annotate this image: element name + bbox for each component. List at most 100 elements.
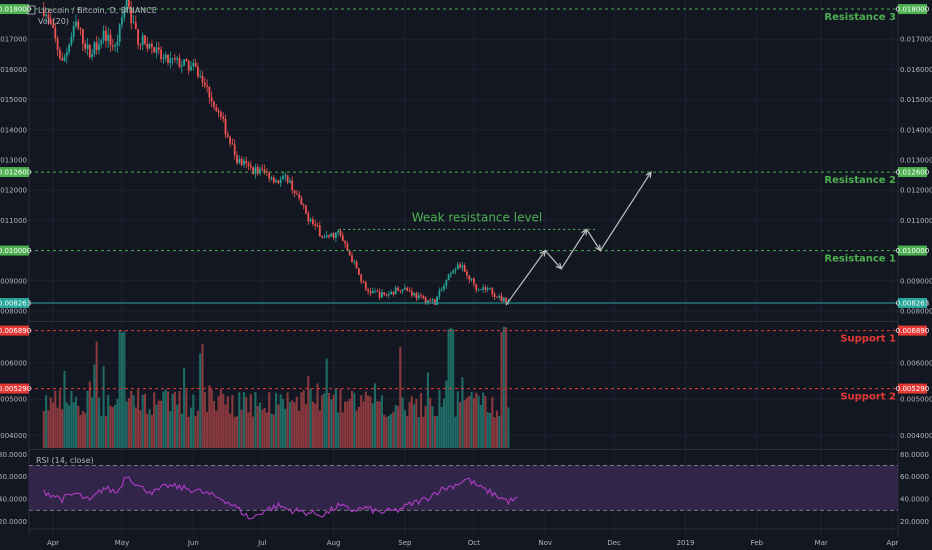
projection-arrowhead: [555, 262, 563, 270]
candle-body: [362, 281, 365, 283]
volume-bar: [373, 383, 377, 448]
candle-body: [300, 197, 303, 205]
volume-bar: [116, 398, 119, 448]
candle-body: [330, 233, 333, 237]
candle-body: [344, 241, 346, 244]
candle-body: [387, 294, 390, 296]
volume-bar: [72, 402, 75, 448]
price-tag-text: 0.005290: [896, 385, 929, 393]
volume-bar: [139, 410, 142, 448]
volume-bar: [288, 401, 291, 448]
candle-body: [289, 180, 291, 183]
candle-body: [254, 167, 257, 174]
volume-bar: [498, 416, 501, 448]
y-axis-label-right: 0.008000: [900, 307, 932, 315]
volume-bar: [436, 415, 439, 448]
volume-bar: [302, 390, 305, 448]
candle-body: [429, 300, 432, 302]
candle-body: [309, 219, 312, 222]
volume-bar: [247, 412, 250, 448]
y-axis-label-right: 0.005000: [900, 396, 932, 404]
candle-body: [52, 24, 54, 28]
x-axis-label: Sep: [398, 539, 412, 547]
y-axis-label-left: 0.006000: [0, 359, 27, 367]
candle-body: [390, 291, 392, 295]
candle-body: [123, 9, 126, 18]
volume-bar: [484, 396, 487, 448]
candle-body: [59, 49, 61, 59]
volume-bar: [318, 410, 321, 448]
candle-body: [353, 261, 356, 263]
volume-bar: [81, 410, 84, 448]
candle-body: [470, 278, 473, 280]
projection-arrowhead: [645, 170, 652, 179]
candle-body: [364, 282, 367, 290]
candle-body: [284, 175, 287, 177]
x-axis-label: Dec: [607, 539, 621, 547]
volume-bar: [70, 390, 73, 448]
volume-bar: [265, 412, 268, 448]
candle-body: [217, 110, 220, 113]
candle-body: [249, 165, 252, 168]
volume-bar: [367, 395, 370, 448]
candle-body: [305, 205, 307, 214]
volume-bar: [403, 410, 406, 448]
volume-bar: [298, 410, 301, 448]
volume-bar: [344, 401, 347, 448]
volume-bar: [268, 391, 271, 448]
candle-body: [197, 66, 199, 77]
candle-body: [65, 52, 68, 57]
candle-body: [224, 118, 227, 135]
volume-bar: [413, 404, 416, 448]
volume-bar: [371, 403, 374, 448]
volume-bar: [215, 410, 218, 448]
volume-bar: [316, 383, 319, 448]
candle-body: [206, 85, 208, 87]
candle-body: [54, 27, 57, 39]
candle-body: [367, 289, 369, 292]
candlesticks: [42, 0, 510, 306]
volume-bar: [286, 392, 289, 448]
y-axis-label-right: 40.0000: [900, 496, 929, 504]
candle-body: [128, 0, 130, 8]
candle-body: [178, 58, 181, 67]
volume-bar: [408, 402, 411, 448]
candle-body: [302, 204, 305, 206]
price-tag: [0, 167, 29, 178]
candle-body: [378, 291, 381, 298]
volume-bar: [134, 407, 137, 448]
volume-bar: [341, 412, 344, 448]
candle-body: [95, 42, 98, 51]
volume-bar: [261, 409, 264, 448]
candle-body: [240, 158, 243, 165]
candle-body: [98, 44, 100, 51]
candle-body: [185, 59, 188, 61]
candle-body: [171, 58, 174, 59]
x-axis-label: Apr: [47, 539, 59, 547]
volume-bar: [54, 390, 57, 448]
candle-body: [295, 193, 298, 195]
candle-body: [282, 176, 284, 180]
candle-body: [348, 250, 351, 256]
y-axis-label-left: 0.011000: [0, 217, 27, 225]
volume-bar: [88, 381, 91, 448]
level-label: Resistance 1: [824, 254, 896, 265]
candle-body: [144, 35, 146, 44]
candle-body: [328, 235, 330, 237]
volume-bar: [277, 404, 280, 448]
volume-bar: [330, 399, 333, 448]
y-axis-label-right: 0.006000: [900, 359, 932, 367]
candle-body: [420, 295, 422, 297]
candle-body: [346, 243, 349, 251]
price-tag: [898, 245, 927, 256]
candle-body: [162, 58, 165, 60]
volume-bar: [164, 389, 167, 448]
candle-body: [275, 180, 277, 183]
volume-bar: [180, 413, 183, 448]
candle-body: [261, 168, 264, 170]
volume-bar: [206, 411, 209, 448]
volume-bar: [275, 392, 278, 448]
volume-bar: [339, 388, 342, 448]
volume-bar: [231, 394, 234, 448]
